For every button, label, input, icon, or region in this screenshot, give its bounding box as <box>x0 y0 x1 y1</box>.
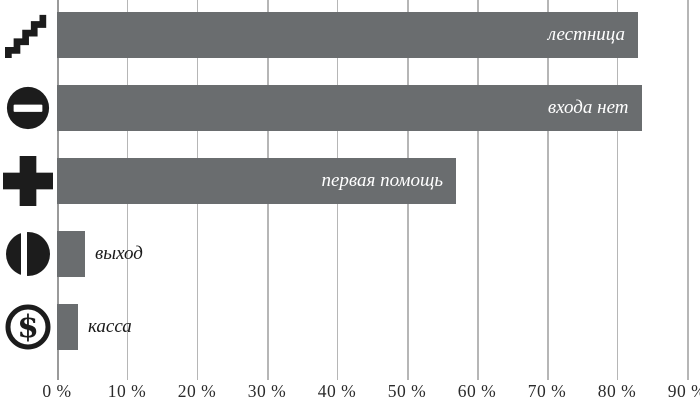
bar-label: касса <box>88 316 132 337</box>
x-tick-label: 40 % <box>317 381 357 400</box>
no-entry-icon <box>3 85 53 131</box>
bar-row: касса <box>57 304 687 350</box>
bar-label: входа нет <box>547 97 629 118</box>
x-tick-label: 50 % <box>387 381 427 400</box>
bar-label: лестница <box>547 24 625 45</box>
bar-exit <box>57 231 85 277</box>
stairs-icon <box>3 12 53 58</box>
x-tick-label: 30 % <box>247 381 287 400</box>
x-tick-label: 60 % <box>457 381 497 400</box>
x-tick-label: 90 % <box>667 381 700 400</box>
exit-icon <box>3 230 53 278</box>
bar-dollar-sign <box>57 304 78 350</box>
bar-first-aid-cross: первая помощь <box>57 158 456 204</box>
dollar-sign-icon: $ <box>3 304 53 350</box>
gridline <box>547 0 549 380</box>
bar-row: входа нет <box>57 85 687 131</box>
bar-row: первая помощь <box>57 158 687 204</box>
bar-no-entry: входа нет <box>57 85 642 131</box>
first-aid-cross-icon <box>3 156 53 206</box>
gridline <box>616 0 619 380</box>
bar-stairs: лестница <box>57 12 638 58</box>
x-tick-label: 80 % <box>597 381 637 400</box>
svg-text:$: $ <box>17 309 39 345</box>
bar-row: выход <box>57 231 687 277</box>
x-tick-label: 20 % <box>177 381 217 400</box>
x-tick-label: 70 % <box>527 381 567 400</box>
gridline <box>477 0 479 380</box>
plot-area: лестница входа нет первая помощь выход касса <box>57 0 689 380</box>
bar-row: лестница <box>57 12 687 58</box>
bar-label: первая помощь <box>321 170 443 191</box>
bar-label: выход <box>94 243 143 264</box>
x-tick-label: 10 % <box>107 381 147 400</box>
x-tick-label: 0 % <box>42 381 72 400</box>
gridline <box>687 0 689 380</box>
